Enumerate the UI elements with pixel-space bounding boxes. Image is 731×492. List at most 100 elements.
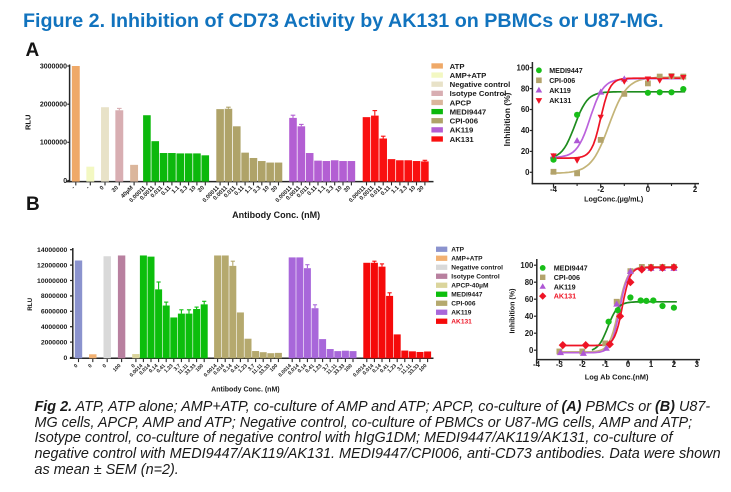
svg-text:10: 10 [189,185,198,194]
svg-text:-2: -2 [579,360,587,369]
svg-text:Isotype Control: Isotype Control [450,89,507,98]
svg-text:Antibody Conc. (nM): Antibody Conc. (nM) [232,210,320,220]
svg-text:0: 0 [63,178,67,185]
svg-text:30: 30 [197,185,206,194]
svg-text:AMP+ATP: AMP+ATP [450,71,487,80]
svg-text:AK131: AK131 [554,292,576,301]
svg-text:Inhibition (%): Inhibition (%) [508,288,516,334]
svg-text:MEDI9447: MEDI9447 [450,108,487,117]
svg-text:0: 0 [626,360,631,369]
svg-text:100: 100 [520,261,534,270]
svg-text:4000000: 4000000 [41,324,68,331]
svg-text:30: 30 [111,185,120,194]
svg-text:80: 80 [521,84,530,93]
svg-text:0: 0 [64,355,68,362]
svg-text:-4: -4 [550,185,558,194]
svg-text:0: 0 [525,168,530,177]
svg-text:0.41: 0.41 [230,363,241,374]
svg-text:0.14: 0.14 [371,363,382,374]
svg-text:Log Ab Conc.(nM): Log Ab Conc.(nM) [585,372,649,381]
svg-text:1.23: 1.23 [163,363,174,374]
svg-text:12000000: 12000000 [37,262,67,269]
svg-text:Isotype Control: Isotype Control [451,274,500,281]
svg-text:-: - [71,185,77,191]
svg-text:1.1: 1.1 [171,185,181,195]
svg-text:40: 40 [525,312,534,321]
svg-text:2: 2 [672,360,677,369]
svg-text:0: 0 [99,185,106,192]
svg-text:0.41: 0.41 [304,363,315,374]
svg-text:30: 30 [343,185,352,194]
svg-text:3.3: 3.3 [325,185,335,195]
svg-text:MEDI9447: MEDI9447 [549,67,583,75]
svg-text:10: 10 [408,185,417,194]
svg-text:CPI-006: CPI-006 [451,301,476,308]
svg-text:3.3: 3.3 [252,185,262,195]
svg-text:-: - [85,185,91,191]
svg-text:AK131: AK131 [451,319,472,326]
svg-text:1.1: 1.1 [317,185,327,195]
svg-text:10: 10 [335,185,344,194]
svg-text:100: 100 [418,363,428,373]
svg-text:0.14: 0.14 [222,363,233,374]
svg-text:Inhibition (%): Inhibition (%) [502,92,512,146]
svg-text:3.3: 3.3 [179,185,189,195]
svg-text:2000000: 2000000 [41,339,68,346]
svg-text:20: 20 [521,147,530,156]
svg-text:6000000: 6000000 [41,309,68,316]
svg-text:AK131: AK131 [450,135,475,144]
svg-text:40: 40 [521,126,530,135]
svg-text:1.1: 1.1 [244,185,254,195]
svg-text:10000000: 10000000 [37,278,67,285]
svg-text:0: 0 [646,185,651,194]
svg-text:3.7: 3.7 [247,363,256,372]
svg-text:1.23: 1.23 [237,363,248,374]
svg-text:APCP-40µM: APCP-40µM [451,283,489,290]
svg-text:-4: -4 [533,360,541,369]
svg-text:100: 100 [195,363,205,373]
svg-text:60: 60 [521,105,530,114]
svg-text:AK119: AK119 [451,310,471,317]
svg-text:RLU: RLU [24,115,33,130]
svg-text:0: 0 [73,363,79,369]
svg-text:CPI-006: CPI-006 [549,77,575,85]
svg-text:1.23: 1.23 [387,363,398,374]
svg-text:100: 100 [343,363,353,373]
svg-text:3.7: 3.7 [396,363,405,372]
svg-text:0: 0 [87,363,93,369]
svg-text:2000000: 2000000 [40,102,67,109]
svg-text:MEDI9447: MEDI9447 [554,264,588,273]
svg-text:1.23: 1.23 [312,363,323,374]
svg-text:14000000: 14000000 [37,247,67,254]
svg-text:CPI-006: CPI-006 [554,273,580,282]
svg-text:-2: -2 [597,185,605,194]
svg-text:AK119: AK119 [554,282,576,291]
svg-text:0: 0 [130,363,136,369]
svg-text:30: 30 [417,185,426,194]
svg-text:ATP: ATP [450,62,465,71]
svg-text:APCP: APCP [450,98,472,107]
svg-text:2: 2 [693,185,698,194]
svg-text:3.7: 3.7 [322,363,331,372]
svg-text:0.41: 0.41 [156,363,167,374]
svg-text:ATP: ATP [451,247,464,254]
svg-text:-3: -3 [556,360,564,369]
svg-text:-1: -1 [602,360,610,369]
svg-text:8000000: 8000000 [41,293,68,300]
svg-text:3: 3 [695,360,700,369]
svg-text:0: 0 [529,346,534,355]
svg-text:0.14: 0.14 [297,363,308,374]
svg-text:AMP+ATP: AMP+ATP [451,256,483,263]
svg-text:3000000: 3000000 [40,63,67,70]
svg-text:100: 100 [112,363,122,373]
svg-text:AK131: AK131 [549,97,571,105]
svg-text:60: 60 [525,295,534,304]
svg-text:100: 100 [516,63,530,72]
svg-text:3.3: 3.3 [399,185,409,195]
svg-text:100: 100 [269,363,279,373]
svg-text:AK119: AK119 [549,87,571,95]
svg-text:10: 10 [262,185,271,194]
svg-text:Negative control: Negative control [451,265,503,272]
svg-text:LogConc.(µg/mL): LogConc.(µg/mL) [584,194,644,203]
svg-text:1.1: 1.1 [391,185,401,195]
